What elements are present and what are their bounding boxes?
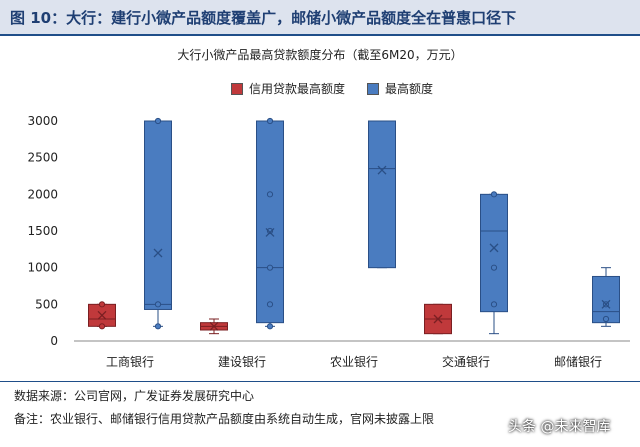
mean-marker: [153, 248, 163, 258]
mean-marker: [433, 314, 443, 324]
y-tick-label: 3000: [27, 114, 58, 128]
data-point: [154, 323, 162, 330]
data-point: [266, 191, 274, 198]
legend-item-max: 最高额度: [367, 80, 433, 97]
figure-title: 图 10：大行：建行小微产品额度覆盖广，邮储小微产品额度全在普惠口径下: [10, 9, 517, 27]
box: [480, 193, 508, 313]
data-point: [490, 191, 498, 198]
mean-marker: [97, 310, 107, 320]
legend-label-max: 最高额度: [385, 82, 434, 96]
mean-marker: [489, 243, 499, 253]
chart-title: 大行小微产品最高贷款额度分布（截至6M20，万元）: [177, 48, 463, 62]
box: [368, 120, 396, 269]
chart-legend: 信用贷款最高额度 最高额度: [231, 80, 455, 97]
remark-note: 备注：农业银行、邮储银行信用贷款产品额度由系统自动生成，官网未披露上限: [14, 412, 435, 426]
y-tick-label: 2500: [27, 151, 58, 165]
mean-marker: [209, 321, 219, 331]
data-point: [266, 301, 274, 308]
box: [256, 120, 284, 324]
x-tick-label: 交通银行: [442, 354, 490, 369]
data-point: [266, 227, 274, 235]
data-point: [266, 117, 274, 125]
data-point: [602, 315, 610, 323]
y-tick-label: 500: [35, 297, 58, 311]
x-tick-label: 建设银行: [218, 355, 266, 369]
y-tick-label: 1000: [27, 261, 58, 275]
data-point: [154, 117, 162, 125]
legend-swatch-credit: [231, 82, 243, 95]
data-point: [154, 301, 162, 308]
data-point: [266, 323, 274, 330]
data-point: [490, 301, 498, 308]
legend-swatch-max: [367, 82, 380, 95]
data-point: [266, 264, 274, 271]
data-point: [490, 264, 498, 271]
box: [592, 275, 620, 324]
legend-item-credit: 信用贷款最高额度: [231, 80, 345, 97]
legend-label-credit: 信用贷款最高额度: [249, 82, 346, 96]
data-point: [98, 323, 106, 330]
footer-divider: [0, 381, 640, 382]
figure-header: 图 10：大行：建行小微产品额度覆盖广，邮储小微产品额度全在普惠口径下: [0, 0, 640, 36]
x-tick-label: 农业银行: [330, 355, 378, 369]
watermark: 头条 @未来智库: [508, 419, 611, 435]
data-point: [98, 301, 106, 308]
mean-marker: [265, 228, 275, 237]
box-plot: 0 500 1000 1500 2000 2500 3000 工商银行 建设银行 农业银行 交通银行…: [27, 114, 630, 369]
y-tick-label: 2000: [27, 187, 58, 201]
x-tick-label: 工商银行: [106, 354, 154, 369]
mean-marker: [601, 299, 611, 309]
y-tick-label: 1500: [27, 224, 58, 238]
source-note: 数据来源：公司官网，广发证券发展研究中心: [14, 389, 255, 403]
box: [144, 120, 172, 310]
x-tick-label: 邮储银行: [554, 354, 602, 369]
y-tick-label: 0: [50, 334, 58, 348]
mean-marker: [377, 165, 387, 175]
